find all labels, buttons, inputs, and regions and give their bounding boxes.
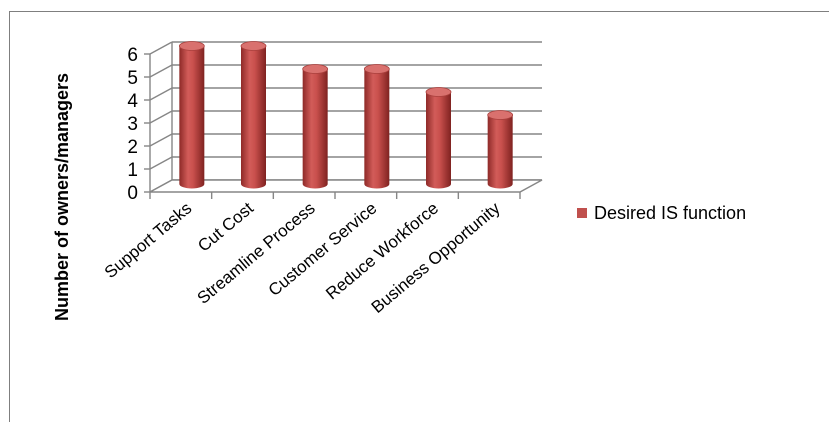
y-tick-label: 6 — [127, 45, 138, 66]
gridline-side — [149, 41, 173, 55]
bar-top — [240, 41, 267, 51]
gridline-side — [149, 110, 173, 124]
bar — [487, 115, 513, 189]
bar — [179, 46, 205, 189]
bar — [426, 92, 451, 189]
gridline-side — [149, 133, 173, 147]
y-tick-label: 3 — [127, 114, 138, 135]
bar-top — [302, 64, 329, 74]
y-tick-label: 4 — [127, 91, 138, 112]
bar-top — [487, 110, 514, 120]
x-tick-label: Streamline Process — [194, 199, 319, 308]
y-tick-label: 1 — [127, 160, 138, 181]
x-tick-label: Customer Service — [265, 199, 381, 300]
y-tick-label: 0 — [127, 183, 138, 204]
gridline-side — [149, 64, 173, 78]
gridline-side — [149, 87, 173, 101]
legend-swatch — [577, 208, 587, 218]
bar-top — [425, 87, 452, 97]
x-tick-label: Reduce Workforce — [322, 199, 442, 304]
chart-frame — [9, 11, 829, 422]
bar — [364, 69, 390, 189]
y-tick-label: 5 — [127, 68, 138, 89]
bar — [302, 69, 328, 189]
y-axis-title: Number of owners/managers — [52, 73, 72, 321]
bar — [241, 46, 266, 189]
bar-top — [178, 41, 205, 51]
y-tick-label: 2 — [127, 137, 138, 158]
x-tick-label: Support Tasks — [101, 199, 196, 283]
chart-floor — [149, 179, 543, 193]
bar-top — [363, 64, 390, 74]
legend-label: Desired IS function — [594, 203, 746, 223]
gridline-side — [149, 156, 173, 170]
